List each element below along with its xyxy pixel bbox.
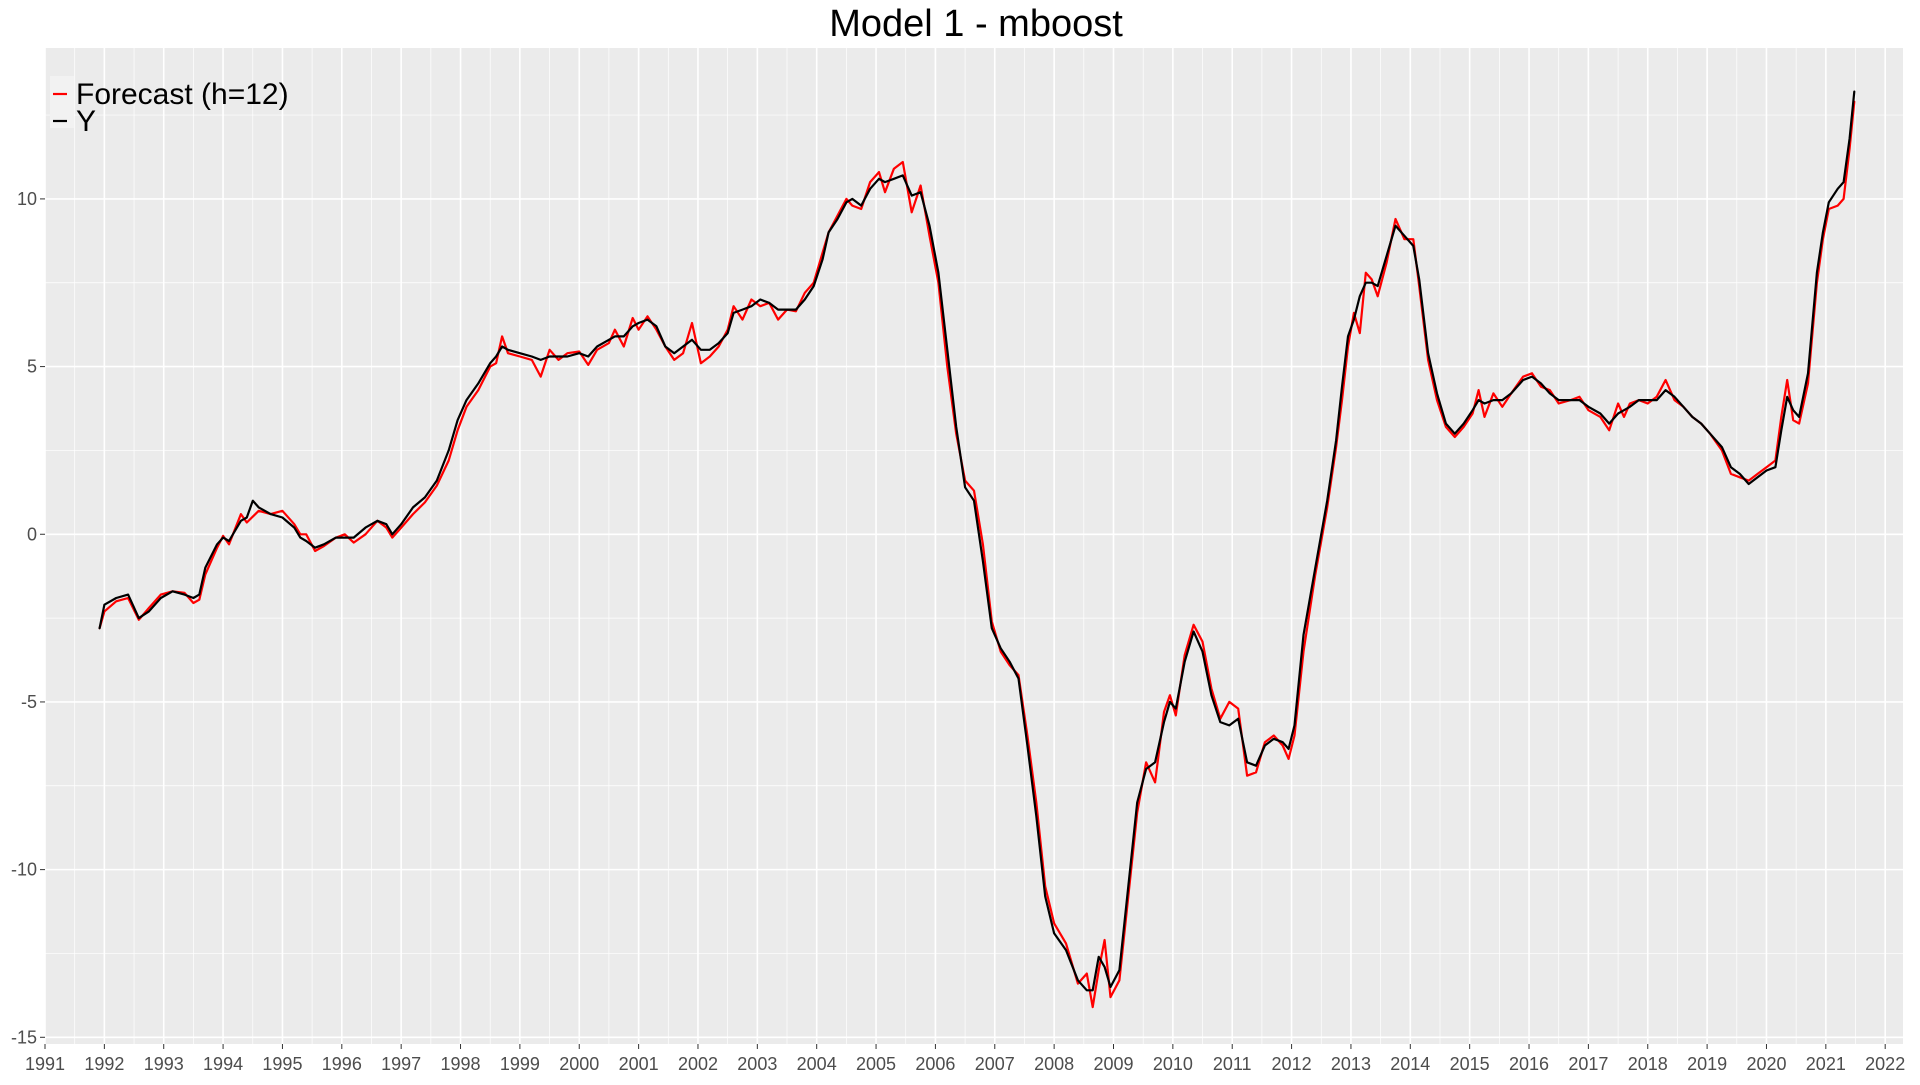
x-tick-label: 2005 <box>856 1054 896 1074</box>
x-tick-label: 2021 <box>1806 1054 1846 1074</box>
x-tick-label: 2009 <box>1093 1054 1133 1074</box>
x-tick-label: 2015 <box>1450 1054 1490 1074</box>
y-tick-label: -5 <box>21 692 37 712</box>
plot-background <box>45 48 1903 1044</box>
x-tick-label: 2017 <box>1568 1054 1608 1074</box>
y-tick-label: 0 <box>27 524 37 544</box>
x-tick-label: 1993 <box>144 1054 184 1074</box>
legend-label-y: Y <box>76 105 96 138</box>
x-tick-label: 1999 <box>500 1054 540 1074</box>
x-tick-label: 2018 <box>1628 1054 1668 1074</box>
x-tick-label: 2022 <box>1865 1054 1905 1074</box>
x-tick-label: 1992 <box>84 1054 124 1074</box>
series-layer <box>98 90 1856 1009</box>
x-tick-label: 1995 <box>262 1054 302 1074</box>
x-tick-label: 2006 <box>915 1054 955 1074</box>
y-tick-label: -15 <box>11 1027 37 1047</box>
x-tick-label: 2000 <box>559 1054 599 1074</box>
x-tick-label: 2019 <box>1687 1054 1727 1074</box>
x-tick-label: 1991 <box>25 1054 65 1074</box>
x-tick-label: 2002 <box>678 1054 718 1074</box>
x-tick-label: 2011 <box>1213 1054 1252 1074</box>
x-tick-label: 2001 <box>619 1054 659 1074</box>
x-tick-label: 2010 <box>1153 1054 1193 1074</box>
x-tick-label: 2003 <box>737 1054 777 1074</box>
y-tick-label: 10 <box>17 189 37 209</box>
x-tick-label: 2004 <box>797 1054 837 1074</box>
x-tick-label: 1994 <box>203 1054 243 1074</box>
chart-title: Model 1 - mboost <box>829 3 1123 45</box>
x-tick-label: 2007 <box>975 1054 1015 1074</box>
x-tick-label: 2014 <box>1390 1054 1430 1074</box>
x-tick-label: 2013 <box>1331 1054 1371 1074</box>
x-tick-label: 1996 <box>322 1054 362 1074</box>
legend-label-forecast: Forecast (h=12) <box>76 78 289 111</box>
x-tick-label: 2016 <box>1509 1054 1549 1074</box>
series-line-y <box>98 90 1856 992</box>
legend: Forecast (h=12)Y <box>50 76 289 138</box>
x-tick-label: 2008 <box>1034 1054 1074 1074</box>
x-tick-label: 2012 <box>1272 1054 1312 1074</box>
y-tick-label: -10 <box>11 860 37 880</box>
legend-key-background <box>50 76 74 128</box>
x-tick-label: 2020 <box>1746 1054 1786 1074</box>
axis-labels: 1991 1992 1993 1994 1995 1996 1997 1998 1999 2000… <box>11 189 1905 1074</box>
x-tick-label: 1997 <box>381 1054 421 1074</box>
x-tick-label: 1998 <box>441 1054 481 1074</box>
y-tick-label: 5 <box>27 357 37 377</box>
